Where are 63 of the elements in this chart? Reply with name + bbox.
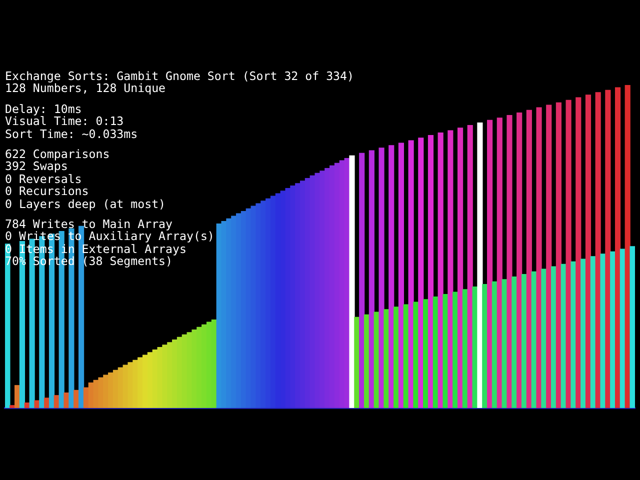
bar: [418, 138, 424, 408]
bar: [512, 276, 518, 408]
annotation: 0 Layers deep (at most): [5, 196, 167, 211]
bar: [605, 90, 611, 408]
annotation: 0 Reversals: [5, 172, 83, 186]
bar: [477, 122, 483, 408]
annotation: 392 Swaps: [5, 159, 68, 174]
bar: [516, 112, 522, 408]
bar: [432, 296, 438, 408]
bar: [556, 102, 562, 408]
bar: [482, 284, 488, 408]
bar: [462, 289, 468, 408]
bar: [630, 246, 635, 408]
bar: [536, 107, 542, 408]
bar: [388, 145, 394, 408]
bar: [349, 155, 355, 408]
bar: [448, 130, 454, 408]
bar: [585, 94, 592, 408]
bar: [506, 115, 512, 408]
bar: [384, 309, 390, 408]
bar: [452, 292, 458, 408]
bar: [423, 299, 429, 408]
bar: [44, 398, 50, 408]
bar: [576, 97, 582, 408]
bar: [526, 110, 532, 408]
bar: [590, 256, 596, 408]
bar: [472, 286, 478, 408]
bar: [10, 405, 16, 408]
bar: [438, 132, 444, 408]
bar: [378, 148, 384, 408]
bar: [600, 254, 606, 408]
bar: [546, 104, 552, 408]
bar: [457, 128, 464, 408]
annotation: Sort Time: ~0.033ms: [5, 126, 139, 141]
bar: [413, 302, 419, 408]
bar: [408, 140, 414, 408]
bar: [614, 87, 621, 408]
bar: [34, 400, 40, 408]
annotation: Visual Time: 0:13: [5, 114, 125, 128]
bar: [566, 100, 572, 408]
bar: [359, 152, 365, 408]
annotation: 784 Writes to Main Array: [5, 217, 173, 232]
annotation: 622 Comparisons: [5, 147, 111, 162]
bar: [496, 118, 502, 408]
bar: [368, 150, 374, 408]
bar: [64, 392, 70, 408]
annotation: 0 Recursions: [5, 184, 90, 198]
chart-subtitle: 128 Numbers, 128 Unique: [5, 81, 167, 96]
bar: [551, 266, 557, 408]
chart-title: Exchange Sorts: Gambit Gnome Sort (Sort 32 of 334): [5, 69, 354, 83]
bar: [14, 385, 20, 408]
bar: [521, 274, 528, 408]
bar: [487, 120, 493, 408]
bar: [398, 142, 404, 408]
bar: [467, 125, 473, 408]
bar: [560, 264, 566, 408]
bar: [595, 92, 601, 408]
bar: [442, 294, 448, 408]
bar: [54, 395, 60, 408]
bar: [394, 306, 400, 408]
bar: [428, 135, 434, 408]
bar: [624, 85, 630, 408]
annotation: Delay: 10ms: [5, 102, 83, 116]
